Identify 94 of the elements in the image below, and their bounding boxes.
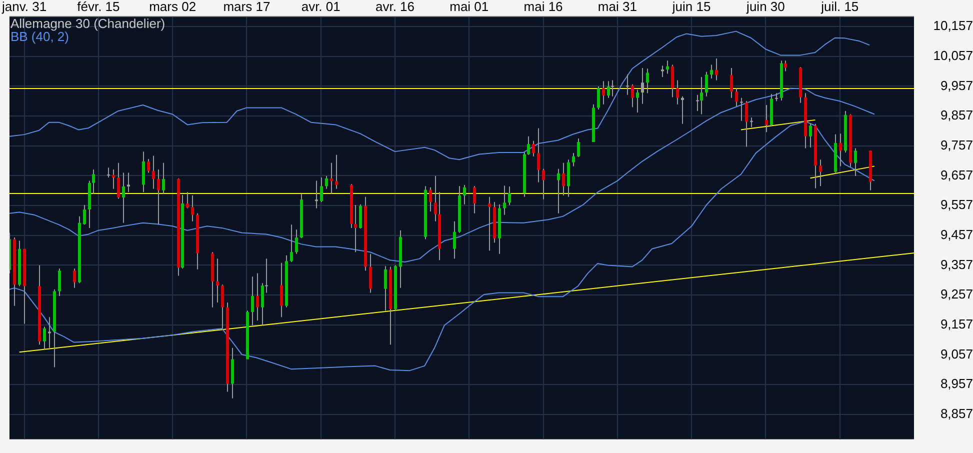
candlestick — [503, 185, 506, 216]
candlestick — [557, 168, 560, 214]
candlestick — [745, 100, 748, 148]
x-tick-label: avr. 01 — [301, 0, 340, 14]
y-tick-label: 9,557 — [940, 197, 973, 212]
x-tick-label: févr. 15 — [77, 0, 120, 14]
candlestick — [750, 117, 753, 128]
candlestick — [705, 71, 708, 97]
candlestick — [735, 88, 738, 107]
x-tick-label: juin 15 — [671, 0, 711, 14]
y-tick-label: 9,957 — [940, 78, 973, 93]
x-tick-label: mars 17 — [223, 0, 270, 14]
candlestick — [572, 152, 575, 167]
candlestick — [384, 266, 387, 312]
candlestick — [488, 196, 491, 252]
candlestick — [221, 284, 224, 330]
y-tick-label: 9,457 — [940, 226, 973, 242]
candlestick — [681, 96, 684, 124]
candlestick — [819, 159, 822, 187]
candlestick — [730, 68, 733, 98]
candlestick — [577, 138, 580, 158]
candlestick — [335, 154, 338, 190]
x-tick-label: mars 02 — [149, 0, 196, 14]
candlestick — [646, 68, 649, 94]
x-tick-label: juil. 15 — [820, 0, 859, 14]
candlestick — [676, 80, 679, 105]
candlestick — [611, 80, 614, 97]
y-tick-label: 10,057 — [933, 48, 973, 63]
y-tick-label: 9,757 — [940, 137, 973, 152]
candlestick — [597, 86, 600, 110]
candlestick — [216, 258, 219, 304]
candlestick — [256, 272, 259, 321]
y-tick-label: 9,357 — [940, 256, 973, 272]
candlestick — [661, 65, 664, 78]
candlestick — [186, 192, 189, 209]
y-tick-label: 9,657 — [940, 167, 973, 182]
y-tick-label: 9,157 — [940, 316, 973, 332]
candlestick — [700, 76, 703, 115]
candlestick — [473, 186, 476, 214]
candlestick — [854, 148, 857, 177]
candlestick — [261, 282, 264, 326]
y-tick-label: 10,157 — [933, 18, 973, 34]
y-tick-label: 9,057 — [940, 346, 973, 362]
x-tick-label: mai 16 — [524, 0, 563, 14]
x-tick-label: juin 30 — [746, 0, 785, 14]
text: Allemagne 30 (Chandelier) — [10, 16, 166, 32]
candlestick — [369, 253, 372, 294]
candlestick — [463, 184, 466, 205]
candlestick — [265, 258, 268, 294]
candlestick — [636, 89, 639, 113]
candlestick — [434, 176, 437, 222]
candlestick — [740, 97, 743, 122]
candlestick — [671, 64, 674, 98]
candlestick — [562, 162, 565, 196]
candlestick — [280, 262, 283, 318]
y-tick-label: 8,957 — [940, 376, 973, 392]
candlestick — [295, 228, 298, 254]
y-tick-label: 9,257 — [940, 286, 973, 302]
candlestick — [626, 74, 629, 96]
candlestick — [607, 80, 610, 98]
candlestick — [715, 58, 718, 81]
candlestick — [325, 176, 328, 190]
candlestick — [567, 159, 570, 198]
y-tick-label: 8,857 — [940, 406, 973, 422]
candlestick — [542, 168, 545, 200]
candlestick — [527, 136, 530, 156]
candlestick — [839, 133, 842, 167]
candlestick — [696, 94, 699, 112]
candlestick — [354, 204, 357, 253]
candlestick — [290, 224, 293, 262]
y-tick-label: 9,857 — [940, 108, 973, 123]
x-tick-label: janv. 31 — [0, 0, 47, 14]
candlestick — [359, 204, 362, 230]
candlestick — [631, 84, 634, 108]
candlestick — [641, 68, 644, 104]
candlestick — [602, 80, 605, 105]
candlestick — [537, 128, 540, 183]
x-tick-label: avr. 16 — [375, 0, 415, 14]
candlestick — [532, 140, 535, 157]
candlestick — [429, 186, 432, 212]
candlestick — [315, 180, 318, 209]
candlestick — [330, 162, 333, 194]
candlestick — [320, 177, 323, 202]
candlestick — [251, 276, 254, 326]
candlestick — [666, 60, 669, 74]
candlestick — [508, 186, 511, 206]
candlestick — [784, 60, 787, 72]
candlestick — [191, 194, 194, 222]
x-tick-label: mai 01 — [450, 0, 489, 14]
x-tick-label: mai 31 — [598, 0, 637, 14]
candlestick — [710, 64, 713, 79]
candlestick — [809, 122, 812, 148]
candlestick — [453, 220, 456, 260]
candlestick — [765, 104, 768, 133]
